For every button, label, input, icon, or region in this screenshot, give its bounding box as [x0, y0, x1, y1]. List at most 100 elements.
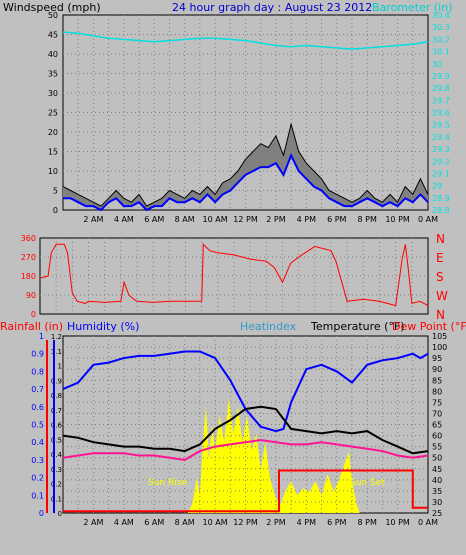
temperature-y-tick: 70 [432, 409, 442, 418]
wind-y-tick: 0 [53, 206, 58, 215]
humidity-axis-label: Humidity (%) [67, 320, 139, 333]
temperature-y-tick: 45 [432, 465, 442, 474]
humidity-y-tick: 0.9 [51, 377, 62, 385]
x-tick-label: 2 PM [266, 518, 285, 527]
barometer-line [62, 31, 429, 50]
direction-y-tick: 360 [21, 234, 36, 243]
x-tick-label: 8 AM [175, 215, 195, 224]
humidity-line [62, 350, 429, 433]
humidity-y-tick-labels: 0 0.1 0.2 0.3 0.4 0.5 0.6 0.7 0.8 0.9 1 1.1 1.2 [51, 333, 63, 518]
sunrise-annotation: Sun Rise [148, 478, 187, 488]
wind-direction-line [39, 243, 429, 307]
direction-y-tick: 90 [26, 291, 36, 300]
rainfall-y-tick: 0 [39, 509, 44, 518]
baro-y-tick: 29.8 [432, 84, 450, 93]
humidity-y-tick: 0.7 [51, 407, 62, 415]
x-tick-label: 4 PM [297, 518, 316, 527]
temperature-y-tick: 55 [432, 443, 442, 452]
baro-y-tick: 29.4 [432, 133, 450, 142]
humidity-y-tick: 0.3 [51, 466, 62, 474]
direction-series [39, 243, 429, 307]
wind-y-tick-labels: 0 5 10 15 20 25 30 35 40 45 50 [48, 11, 58, 215]
barometer-axis-label: Barometer (in) [372, 1, 453, 14]
temperature-y-tick: 105 [432, 332, 447, 341]
wind-y-tick: 35 [48, 70, 58, 79]
humidity-y-tick: 0.8 [51, 392, 62, 400]
rainfall-y-tick: 1 [39, 332, 44, 341]
rainfall-y-tick: 0.2 [31, 474, 44, 483]
x-tick-label: 12 PM [233, 518, 258, 527]
x-tick-label: 4 AM [114, 518, 134, 527]
x-tick-label: 10 PM [385, 215, 410, 224]
x-tick-label: 10 AM [203, 215, 228, 224]
wind-series [62, 31, 429, 212]
direction-y-tick-labels: 0 90 180 270 360 [21, 234, 36, 319]
wind-y-tick: 10 [48, 167, 58, 176]
rainfall-y-tick: 0.7 [31, 385, 44, 394]
temperature-y-tick: 65 [432, 421, 442, 430]
rainfall-y-tick-labels: 0 0.1 0.2 0.3 0.4 0.5 0.6 0.7 0.8 0.9 1 [31, 332, 44, 518]
wind-panel-background [62, 14, 429, 211]
climate-series [62, 350, 429, 513]
humidity-y-tick: 0.6 [51, 422, 63, 430]
x-tick-label: 8 AM [175, 518, 195, 527]
rainfall-y-tick: 0.6 [31, 403, 44, 412]
x-tick-label: 6 PM [327, 215, 346, 224]
compass-label: N [436, 232, 445, 246]
humidity-y-tick: 0.1 [51, 495, 62, 503]
temperature-y-tick-labels: 25 30 35 40 45 50 55 60 65 70 75 80 85 90 95 100 105 [432, 332, 447, 518]
temperature-y-tick: 35 [432, 487, 442, 496]
rainfall-y-tick: 0.9 [31, 350, 44, 359]
temperature-y-tick: 30 [432, 498, 442, 507]
wind-panel-grid [63, 15, 428, 210]
wind-y-tick: 30 [48, 89, 58, 98]
x-tick-label: 6 AM [144, 215, 164, 224]
x-tick-label: 6 AM [144, 518, 164, 527]
windspeed-axis-label: Windspeed (mph) [3, 1, 101, 14]
humidity-y-tick: 0.2 [51, 481, 62, 489]
average-wind-line [63, 152, 429, 212]
baro-y-tick: 29.3 [432, 145, 450, 154]
x-tick-label: 4 AM [114, 215, 134, 224]
temperature-y-tick: 50 [432, 454, 442, 463]
humidity-y-tick: 1.2 [51, 333, 62, 341]
rainfall-y-tick: 0.8 [31, 367, 44, 376]
x-tick-label: 0 AM [418, 518, 438, 527]
baro-y-tick: 30.1 [432, 48, 450, 57]
compass-label: W [436, 289, 448, 303]
wind-y-tick: 5 [53, 187, 58, 196]
rainfall-y-tick: 0.5 [31, 421, 44, 430]
temperature-line [62, 405, 429, 455]
humidity-y-tick: 1.1 [51, 348, 62, 356]
temperature-y-tick: 90 [432, 365, 442, 374]
x-tick-label: 4 PM [297, 215, 316, 224]
baro-y-tick: 29.1 [432, 169, 450, 178]
rainfall-y-tick: 0.4 [31, 438, 44, 447]
direction-y-tick: 180 [21, 272, 36, 281]
temperature-y-tick: 60 [432, 432, 442, 441]
heatindex-label: Heatindex [240, 320, 297, 333]
wind-y-tick: 20 [48, 128, 58, 137]
windspeed-line [62, 122, 429, 207]
rainfall-axis-label: Rainfall (in) [0, 320, 63, 333]
x-tick-label: 8 PM [357, 215, 376, 224]
direction-y-tick: 0 [31, 310, 36, 319]
compass-label: N [436, 308, 445, 322]
temperature-y-tick: 25 [432, 509, 442, 518]
wind-y-tick: 50 [48, 11, 58, 20]
climate-x-tick-labels: 2 AM 4 AM 6 AM 8 AM 10 AM 12 PM 2 PM 4 PM 6 PM 8 … [83, 518, 438, 527]
baro-y-tick: 29.7 [432, 96, 450, 105]
wind-y-tick: 15 [48, 148, 58, 157]
baro-y-tick: 30.2 [432, 35, 450, 44]
baro-y-tick: 29.2 [432, 157, 450, 166]
baro-y-tick: 29.6 [432, 109, 450, 118]
wind-y-tick: 25 [48, 109, 58, 118]
baro-y-tick: 28.9 [432, 194, 450, 203]
x-tick-label: 2 AM [83, 518, 103, 527]
compass-label: S [436, 270, 444, 284]
baro-y-tick: 30.3 [432, 23, 450, 32]
humidity-y-tick: 0.5 [51, 436, 62, 444]
